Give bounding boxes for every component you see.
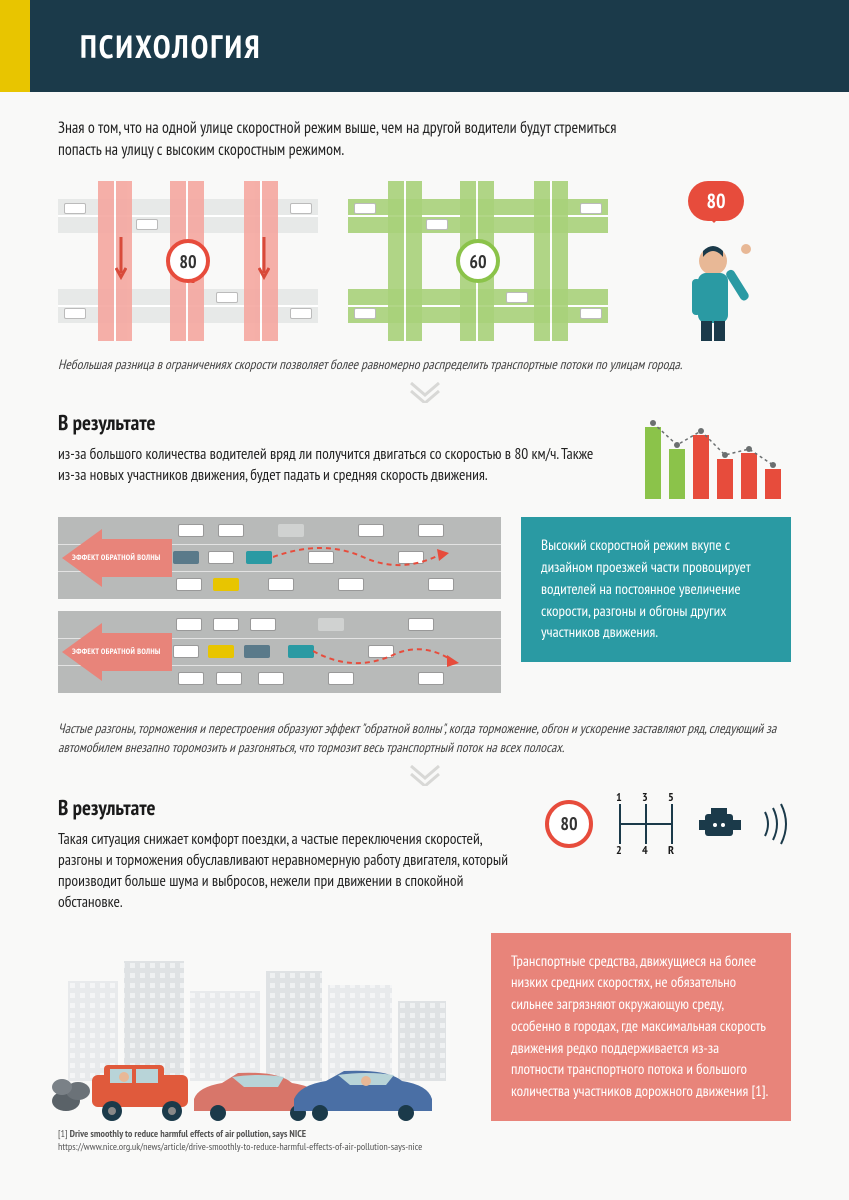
person-icon	[668, 231, 758, 341]
gearstick-icon: 1 2 3 4 5 R	[611, 794, 681, 854]
wave-label: ЭФФЕКТ ОБРАТНОЙ ВОЛНЫ	[72, 647, 161, 657]
result-2-row: В результате Такая ситуация снижает комф…	[58, 794, 791, 913]
result-2-text: Такая ситуация снижает комфорт поездки, …	[58, 829, 521, 913]
intro-text: Зная о том, что на одной улице скоростно…	[58, 118, 618, 161]
result-1-text: из-за большого количества водителей вряд…	[58, 444, 611, 486]
grid-80: 80	[58, 181, 318, 341]
traffic-lanes: ЭФФЕКТ ОБРАТНОЙ ВОЛНЫ	[58, 517, 501, 705]
chevron-divider	[58, 379, 791, 403]
caption-2: Частые разгоны, торможения и перестроени…	[58, 719, 791, 755]
jeep-icon	[84, 1061, 204, 1121]
lane-box-1: ЭФФЕКТ ОБРАТНОЙ ВОЛНЫ	[58, 517, 501, 599]
footnote: [1] Drive smoothly to reduce harmful eff…	[0, 1127, 849, 1163]
content-area: Зная о том, что на одной улице скоростно…	[0, 92, 849, 1121]
sound-waves-icon	[761, 802, 791, 846]
speed-sign-80: 80	[166, 239, 210, 283]
result-1-row: В результате из-за большого количества в…	[58, 409, 791, 499]
header-bar: ПСИХОЛОГИЯ	[0, 0, 849, 92]
gear-diagram: 80 1 2 3 4 5 R	[545, 794, 791, 854]
result-2-heading: В результате	[58, 794, 521, 821]
traffic-row: ЭФФЕКТ ОБРАТНОЙ ВОЛНЫ	[58, 517, 791, 705]
mini-bar-chart	[641, 409, 791, 499]
accent-tab	[0, 0, 30, 92]
arrow-icon	[115, 237, 127, 283]
footnote-title: Drive smoothly to reduce harmful effects…	[70, 1127, 306, 1140]
sedan-blue-icon	[288, 1067, 438, 1121]
callout-teal: Высокий скоростной режим вкупе с дизайно…	[521, 517, 791, 662]
callout-coral: Транспортные средства, движущиеся на бол…	[491, 933, 791, 1121]
city-row: Транспортные средства, движущиеся на бол…	[58, 933, 791, 1121]
speech-bubble: 80	[688, 181, 744, 221]
page-title: ПСИХОЛОГИЯ	[80, 25, 262, 67]
wave-label: ЭФФЕКТ ОБРАТНОЙ ВОЛНЫ	[72, 553, 161, 563]
result-1-heading: В результате	[58, 409, 611, 436]
speed-sign-60: 60	[456, 239, 500, 283]
grid-60: 60	[348, 181, 608, 341]
chevron-divider	[58, 762, 791, 786]
street-grids-row: 80 60 80	[58, 181, 791, 341]
caption-1: Небольшая разница в ограничениях скорост…	[58, 355, 791, 373]
footnote-num: [1]	[58, 1127, 67, 1140]
city-illustration	[58, 951, 471, 1121]
lane-box-2: ЭФФЕКТ ОБРАТНОЙ ВОЛНЫ	[58, 611, 501, 693]
footnote-url: https://www.nice.org.uk/news/article/dri…	[58, 1140, 422, 1153]
person-illustration: 80	[638, 181, 778, 341]
speed-sign: 80	[545, 800, 593, 848]
arrow-icon	[258, 237, 270, 283]
engine-icon	[699, 804, 743, 844]
